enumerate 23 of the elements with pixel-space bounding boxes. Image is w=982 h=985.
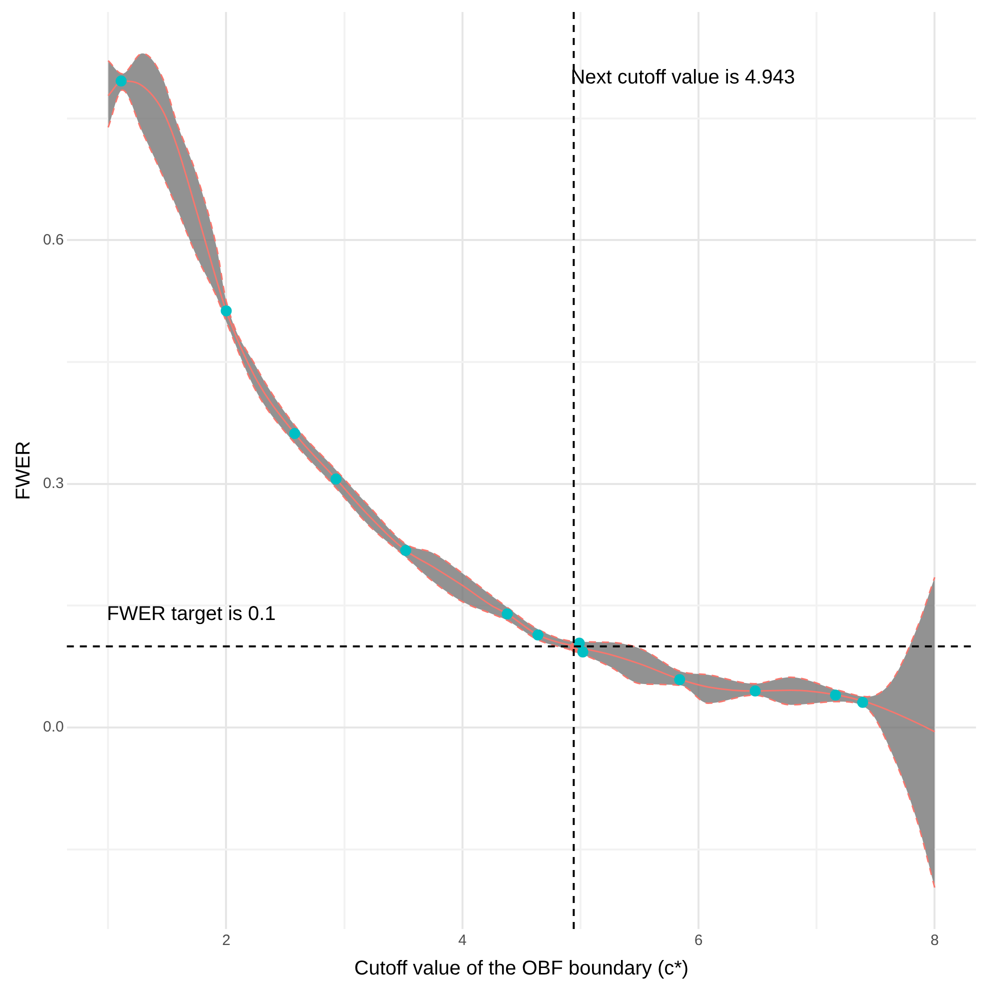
y-tick-label: 0.3: [42, 475, 64, 492]
point: [857, 696, 868, 708]
y-tick-label: 0.6: [42, 231, 64, 248]
point: [532, 629, 544, 640]
x-tick-label: 6: [694, 932, 703, 950]
ref-line-label: Next cutoff value is 4.943: [570, 66, 795, 89]
point: [830, 690, 841, 701]
point: [502, 608, 513, 620]
point: [750, 686, 761, 697]
point: [330, 474, 342, 485]
x-axis-title: Cutoff value of the OBF boundary (c*): [354, 958, 689, 980]
point: [220, 305, 232, 316]
point: [577, 646, 588, 658]
point: [674, 674, 686, 686]
ref-line-label: FWER target is 0.1: [106, 602, 276, 625]
x-tick-label: 8: [930, 932, 939, 950]
point: [400, 545, 412, 556]
point: [289, 428, 300, 440]
y-tick-label: 0.0: [42, 718, 64, 736]
x-tick-label: 4: [458, 932, 467, 950]
y-axis-title: FWER: [12, 441, 35, 500]
point: [116, 76, 127, 87]
x-tick-label: 2: [222, 932, 230, 950]
